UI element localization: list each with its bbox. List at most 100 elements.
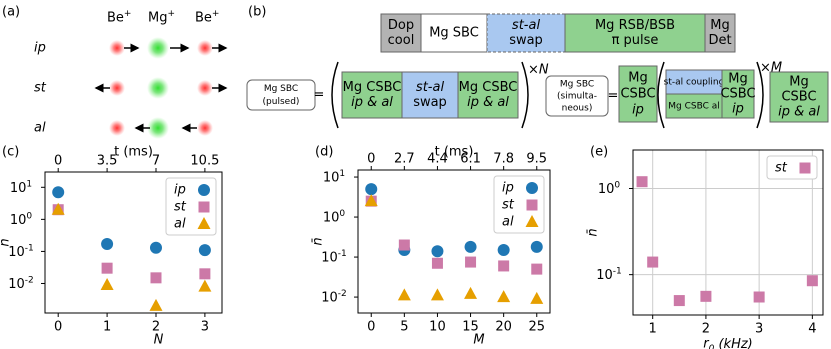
x-tick-label: 3 — [201, 320, 209, 335]
sequence-box — [380, 13, 422, 53]
marker — [364, 194, 378, 207]
equals: = — [314, 88, 325, 103]
x-axis-label: r0 (kHz) — [703, 337, 753, 349]
box-text: CSBC — [781, 90, 816, 105]
top-tick-label: 7 — [152, 154, 160, 169]
mode-label: ip — [34, 41, 46, 56]
top-tick-label: 6.1 — [460, 152, 481, 167]
box-text: ip & al — [778, 105, 820, 120]
x-tick-label: 1 — [649, 322, 657, 337]
marker — [150, 272, 162, 284]
box-text: Mg SBC — [264, 84, 298, 94]
marker — [647, 256, 659, 268]
sequence-box — [721, 69, 755, 119]
bracket — [657, 61, 665, 129]
legend-label: st — [174, 200, 187, 215]
marker — [526, 182, 538, 194]
box-text: st-al coupling — [664, 78, 725, 88]
panel-label: (a) — [2, 5, 20, 20]
marker — [799, 162, 811, 174]
legend-label: st — [775, 161, 788, 176]
ion-label: Mg+ — [148, 9, 175, 26]
top-tick-label: 3.5 — [97, 154, 118, 169]
sequence-box — [246, 79, 316, 111]
marker — [431, 257, 443, 269]
marker — [100, 277, 114, 290]
sequence-box — [665, 93, 723, 119]
box-text: swap — [413, 95, 447, 110]
box-text: Mg — [728, 72, 747, 87]
box-text: CSBC — [620, 87, 655, 102]
marker — [464, 286, 478, 299]
y-axis-label: n̄ — [586, 228, 601, 236]
ion — [197, 40, 213, 56]
box-text: Mg SBC — [560, 80, 594, 90]
marker — [198, 201, 210, 213]
mode-label: al — [34, 121, 46, 136]
marker — [101, 238, 114, 251]
plot-frame — [632, 149, 824, 316]
box-text: ip & al — [467, 95, 509, 110]
marker — [497, 290, 511, 303]
top-axis-label: t (ms) — [114, 145, 153, 160]
x-tick-label: 3 — [755, 322, 763, 337]
marker — [198, 279, 212, 292]
box-text: st-al — [416, 80, 445, 95]
ion-label: Be+ — [107, 9, 131, 26]
marker — [199, 268, 211, 280]
box-text: CSBC — [720, 87, 755, 102]
x-tick-label: 1 — [103, 320, 111, 335]
marker — [530, 240, 543, 253]
x-tick-label: 20 — [495, 320, 512, 335]
marker — [431, 245, 444, 258]
y-tick-label: 100 — [10, 211, 33, 228]
box-text: ip — [732, 102, 744, 117]
marker — [397, 288, 411, 301]
panel-label: (b) — [248, 5, 266, 20]
legend-label: al — [502, 215, 514, 230]
box-text: π pulse — [612, 33, 659, 48]
sequence-box — [618, 65, 658, 123]
sequence-box — [420, 13, 488, 53]
x-tick-label: 2 — [702, 322, 710, 337]
box-text: ip & al — [351, 95, 393, 110]
x-tick-label: 15 — [462, 320, 479, 335]
marker — [531, 263, 543, 275]
x-tick-label: 0 — [54, 320, 62, 335]
equals: = — [608, 89, 619, 104]
legend-label: ip — [502, 181, 514, 196]
sequence-box — [486, 13, 566, 53]
box-text: swap — [509, 33, 543, 48]
x-axis-label: M — [473, 333, 484, 348]
ion — [109, 40, 125, 56]
y-tick-label: 100 — [323, 209, 346, 226]
marker — [636, 176, 648, 188]
marker — [700, 290, 712, 302]
marker — [52, 186, 65, 199]
bracket — [756, 61, 764, 129]
marker — [430, 288, 444, 301]
marker — [198, 244, 211, 257]
marker — [498, 260, 510, 272]
ion — [109, 80, 125, 96]
y-tick-label: 100 — [598, 180, 621, 197]
sequence-box — [401, 71, 459, 119]
marker — [51, 202, 65, 215]
x-tick-label: 0 — [367, 320, 375, 335]
marker — [149, 241, 162, 254]
sequence-box — [769, 71, 829, 123]
box-text: cool — [388, 33, 415, 48]
y-tick-label: 10-2 — [8, 275, 34, 292]
legend-label: st — [502, 198, 515, 213]
ion — [147, 77, 169, 99]
y-tick-label: 101 — [10, 179, 32, 196]
marker — [465, 256, 477, 268]
marker — [530, 291, 544, 304]
marker — [464, 240, 477, 253]
ion — [147, 37, 169, 59]
box-text: ip — [632, 103, 644, 118]
ion — [197, 80, 213, 96]
box-text: Det — [708, 33, 731, 48]
top-axis-label: t (ms) — [435, 145, 474, 160]
